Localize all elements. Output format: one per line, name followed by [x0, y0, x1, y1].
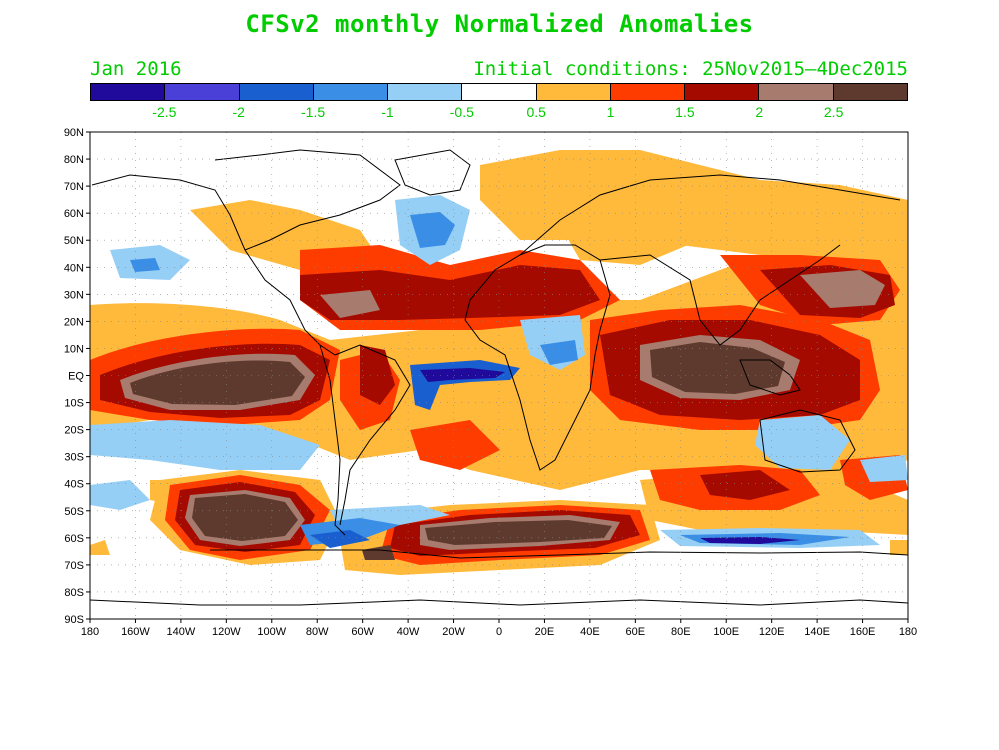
latitude-label: 70N [64, 181, 84, 193]
anomaly-field [90, 150, 908, 575]
longitude-label: 100W [257, 626, 286, 638]
longitude-label: 120E [759, 626, 785, 638]
latitude-label: 50S [64, 506, 84, 518]
longitude-label: 160E [850, 626, 876, 638]
colorbar-swatch [610, 84, 686, 100]
latitude-label: 80S [64, 587, 84, 599]
latitude-label: 90S [64, 614, 84, 626]
colorbar-label: 1 [606, 104, 615, 120]
plot-frame [89, 131, 909, 620]
longitude-label: 140E [804, 626, 830, 638]
longitude-label: 140W [167, 626, 196, 638]
longitude-label: 40W [397, 626, 420, 638]
colorbar-label: 0.5 [526, 104, 546, 120]
colorbar-label: -1.5 [301, 104, 326, 120]
colorbar-swatch [833, 84, 907, 100]
anomaly-above-2.5-regions [130, 342, 785, 560]
colorbar-swatch [462, 84, 537, 100]
latitude-label: 20S [64, 425, 84, 437]
latitude-label: 30S [64, 452, 84, 464]
colorbar-swatch [388, 84, 463, 100]
latitude-label: 40S [64, 479, 84, 491]
longitude-label: 180 [899, 626, 917, 638]
map-title: CFSv2 monthly Normalized Anomalies [245, 10, 754, 38]
longitude-label: 60E [626, 626, 646, 638]
latitude-label: 40N [64, 262, 84, 274]
colorbar-swatch [759, 84, 834, 100]
initial-conditions-label: Initial conditions: 25Nov2015—4Dec2015 [473, 58, 908, 80]
colorbar-label: -2.5 [152, 104, 177, 120]
latitude-label: EQ [68, 371, 84, 383]
longitude-label: 120W [212, 626, 241, 638]
colorbar-label: -2 [232, 104, 245, 120]
latitude-labels: 90N 80N 70N 60N 50N 40N 30N 20N 10N EQ 10S 20S 30S 40… [64, 127, 85, 626]
latitude-label: 30N [64, 289, 84, 301]
latitude-label: 80N [64, 154, 84, 166]
longitude-label: 0 [496, 626, 502, 638]
longitude-label: 60W [351, 626, 374, 638]
colorbar-label: 1.5 [675, 104, 695, 120]
longitude-labels: 180 160W 140W 120W 100W 80W 60W 40W 20W 0 20E 40E 60… [81, 626, 917, 638]
longitude-label: 160W [121, 626, 150, 638]
colorbar-swatch [239, 84, 314, 100]
longitude-label: 20W [442, 626, 465, 638]
longitude-label: 80E [671, 626, 691, 638]
longitude-label: 180 [81, 626, 99, 638]
colorbar-swatch [165, 84, 240, 100]
coastlines [90, 149, 908, 606]
colorbar-swatch [313, 84, 389, 100]
longitude-label: 40E [580, 626, 600, 638]
colorbar-label: -0.5 [449, 104, 474, 120]
latitude-label: 60S [64, 533, 84, 545]
colorbar-swatch [536, 84, 611, 100]
latitude-label: 20N [64, 316, 84, 328]
anomaly-below-minus-2-regions [420, 368, 800, 544]
colorbar-swatch [91, 84, 166, 100]
colorbar-labels: -2.5 -2 -1.5 -1 -0.5 0.5 1 1.5 2 2.5 [90, 104, 908, 122]
valid-month-label: Jan 2016 [90, 58, 182, 80]
colorbar [90, 83, 908, 101]
latitude-label: 70S [64, 560, 84, 572]
longitude-label: 80W [306, 626, 329, 638]
colorbar-label: 2 [755, 104, 764, 120]
latitude-label: 10N [64, 343, 84, 355]
latitude-label: 90N [64, 127, 84, 139]
graticule [86, 131, 909, 623]
longitude-label: 20E [535, 626, 555, 638]
latitude-label: 60N [64, 208, 84, 220]
longitude-label: 100E [713, 626, 739, 638]
colorbar-label: 2.5 [823, 104, 844, 120]
colorbar-swatch [685, 84, 760, 100]
colorbar-label: -1 [381, 104, 394, 120]
latitude-label: 10S [64, 398, 84, 410]
latitude-label: 50N [64, 235, 84, 247]
